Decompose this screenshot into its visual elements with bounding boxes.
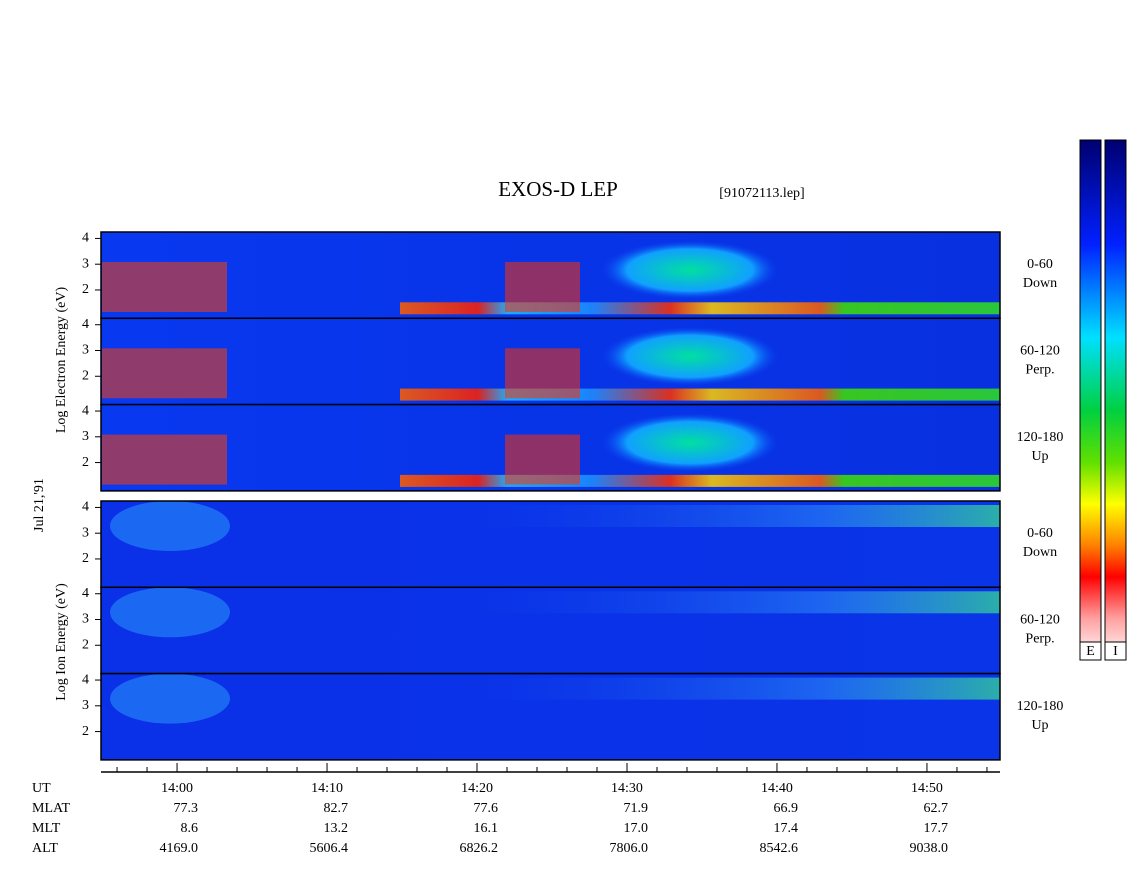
x-tick-label: 14:50 xyxy=(911,781,943,796)
spectrogram-feature xyxy=(420,591,1000,614)
ephemeris-value: 77.3 xyxy=(174,801,199,816)
spectrogram-feature xyxy=(110,501,230,551)
panel-label: Up xyxy=(1031,718,1048,733)
y-tick-label: 4 xyxy=(82,500,89,515)
y-tick-label: 4 xyxy=(82,586,89,601)
file-name: [91072113.lep] xyxy=(719,186,804,201)
y-tick-label: 4 xyxy=(82,403,89,418)
ion-axis-label: Log Ion Energy (eV) xyxy=(54,583,69,701)
colorbar-label: E xyxy=(1086,644,1095,659)
y-tick-label: 2 xyxy=(82,368,89,383)
y-tick-label: 2 xyxy=(82,724,89,739)
y-tick-label: 4 xyxy=(82,231,89,246)
panel-label: 0-60 xyxy=(1027,526,1053,541)
spectrogram-feature xyxy=(505,262,580,312)
ephemeris-label: ALT xyxy=(32,841,58,856)
panel-label: 120-180 xyxy=(1017,430,1064,445)
ephemeris-value: 8.6 xyxy=(181,821,199,836)
panel-frame xyxy=(100,672,1001,761)
ephemeris-value: 71.9 xyxy=(623,801,648,816)
y-tick-label: 3 xyxy=(82,525,89,540)
spectrogram-feature xyxy=(505,348,580,399)
y-tick-label: 3 xyxy=(82,256,89,271)
panel-label: Perp. xyxy=(1025,363,1054,378)
colorbar-label-box xyxy=(1079,641,1102,661)
ephemeris-value: 77.6 xyxy=(474,801,499,816)
y-tick-label: 2 xyxy=(82,551,89,566)
spectrogram-feature xyxy=(110,673,230,724)
ephemeris-value: 17.4 xyxy=(773,821,798,836)
panel-label: Perp. xyxy=(1025,632,1054,647)
x-tick-label: 14:40 xyxy=(761,781,793,796)
y-tick-label: 3 xyxy=(82,429,89,444)
chart-title: EXOS-D LEP xyxy=(498,177,618,201)
ephemeris-value: 6826.2 xyxy=(460,841,499,856)
ephemeris-value: 82.7 xyxy=(324,801,349,816)
x-tick-label: 14:10 xyxy=(311,781,343,796)
panel-label: 60-120 xyxy=(1020,344,1060,359)
y-tick-label: 3 xyxy=(82,612,89,627)
x-tick-label: 14:30 xyxy=(611,781,643,796)
spectrogram-feature xyxy=(400,388,1000,401)
panel-label: 60-120 xyxy=(1020,613,1060,628)
date-label: Jul 21,'91 xyxy=(32,478,47,532)
panel-frame xyxy=(100,403,1001,492)
y-tick-label: 2 xyxy=(82,282,89,297)
ephemeris-label: MLAT xyxy=(32,801,71,816)
colorbar xyxy=(1079,139,1102,661)
y-tick-label: 2 xyxy=(82,455,89,470)
spectrogram-feature xyxy=(600,412,780,473)
spectrogram-feature xyxy=(102,348,227,399)
spectrogram-feature xyxy=(420,677,1000,700)
spectrogram-feature xyxy=(505,434,580,485)
ephemeris-label: MLT xyxy=(32,821,61,836)
y-tick-label: 3 xyxy=(82,698,89,713)
ephemeris-value: 62.7 xyxy=(923,801,948,816)
spectrogram-panels xyxy=(100,231,1001,761)
colorbar xyxy=(1104,139,1127,661)
spectrogram-feature xyxy=(600,326,780,387)
ephemeris-value: 4169.0 xyxy=(160,841,199,856)
panel-label: Down xyxy=(1023,276,1057,291)
spectrogram-feature xyxy=(110,587,230,638)
x-tick-label: 14:00 xyxy=(161,781,193,796)
panel-label: 0-60 xyxy=(1027,257,1053,272)
colorbar-label-box xyxy=(1104,641,1127,661)
spectrogram-feature xyxy=(400,302,1000,315)
ephemeris-value: 9038.0 xyxy=(909,841,948,856)
y-tick-label: 4 xyxy=(82,317,89,332)
ephemeris-value: 17.0 xyxy=(623,821,648,836)
ephemeris-value: 7806.0 xyxy=(609,841,648,856)
y-tick-label: 4 xyxy=(82,672,89,687)
panel-label: Down xyxy=(1023,545,1057,560)
ephemeris-value: 8542.6 xyxy=(759,841,798,856)
spectrogram-feature xyxy=(102,434,227,485)
y-tick-label: 2 xyxy=(82,637,89,652)
spectrogram-feature xyxy=(400,474,1000,487)
ephemeris-value: 16.1 xyxy=(474,821,499,836)
ephemeris-value: 5606.4 xyxy=(310,841,349,856)
colorbar-label: I xyxy=(1113,644,1118,659)
spectrogram-feature xyxy=(600,240,780,300)
spectrogram-feature xyxy=(420,505,1000,527)
spectrogram-feature xyxy=(102,262,227,312)
x-axis-label: UT xyxy=(32,781,51,796)
panel-label: 120-180 xyxy=(1017,699,1064,714)
panel-label: Up xyxy=(1031,449,1048,464)
ephemeris-value: 17.7 xyxy=(923,821,948,836)
electron-axis-label: Log Electron Energy (eV) xyxy=(54,287,69,434)
ephemeris-value: 13.2 xyxy=(324,821,349,836)
y-tick-label: 3 xyxy=(82,343,89,358)
ephemeris-value: 66.9 xyxy=(773,801,798,816)
x-tick-label: 14:20 xyxy=(461,781,493,796)
